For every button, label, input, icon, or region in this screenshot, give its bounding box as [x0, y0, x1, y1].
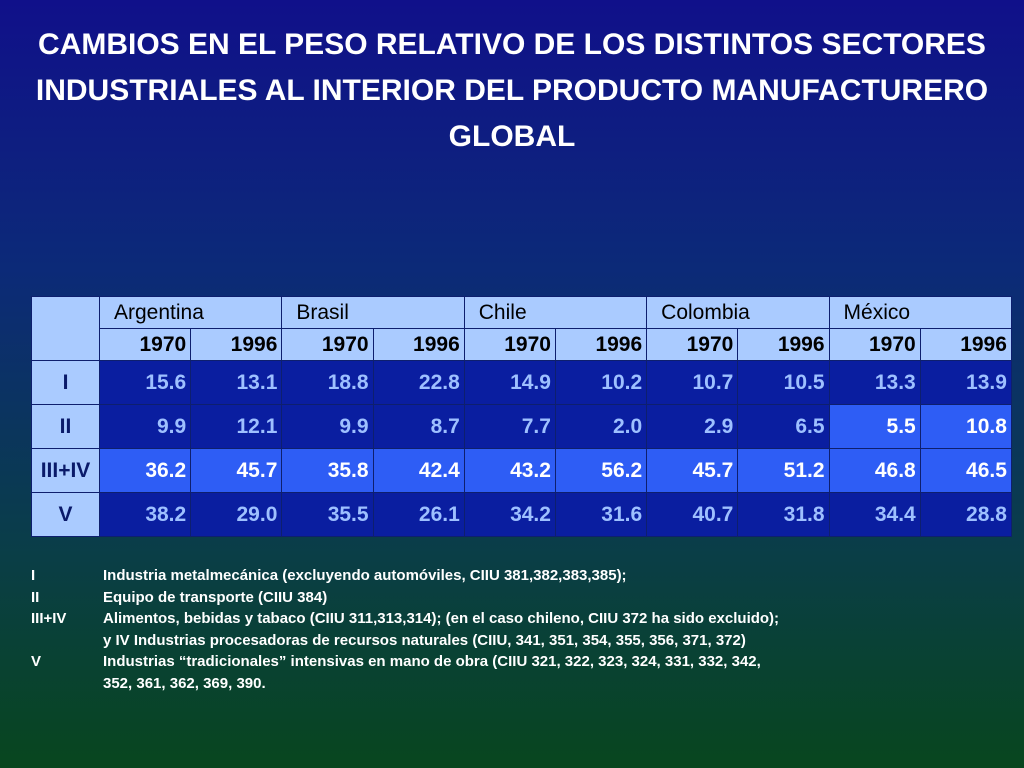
row-label: V [31, 492, 100, 537]
country-header-brasil: Brasil [281, 296, 465, 329]
footnote-line: I Industria metalmecánica (excluyendo aut… [31, 565, 991, 587]
table-cell: 35.5 [281, 492, 374, 537]
table-cell: 46.8 [828, 448, 921, 493]
table-cell: 56.2 [554, 448, 648, 493]
year-header-cell: 1996 [919, 328, 1012, 361]
footnote-code [31, 630, 103, 652]
year-header-cell: 1996 [737, 328, 830, 361]
header-corner-cell [31, 296, 100, 361]
footnote-text: 352, 361, 362, 369, 390. [103, 674, 266, 692]
year-header-cell: 1970 [98, 328, 192, 361]
year-header-cell: 1996 [554, 328, 648, 361]
table-cell: 42.4 [372, 448, 465, 493]
footnote-text: Equipo de transporte (CIIU 384) [103, 588, 328, 606]
table-cell: 2.0 [554, 404, 648, 449]
country-header-mexico: México [828, 296, 1012, 329]
table-cell: 6.5 [737, 404, 830, 449]
year-header-cell: 1970 [463, 328, 556, 361]
table-cell: 13.3 [828, 360, 921, 405]
year-header-cell: 1970 [281, 328, 374, 361]
table-cell: 46.5 [919, 448, 1012, 493]
footnote-text: y IV Industrias procesadoras de recursos… [103, 631, 746, 649]
footnote-text: Alimentos, bebidas y tabaco (CIIU 311,31… [103, 610, 780, 627]
country-header-argentina: Argentina [98, 296, 283, 329]
table-cell: 34.2 [463, 492, 556, 537]
table-cell: 31.6 [554, 492, 648, 537]
table-cell: 10.5 [737, 360, 830, 405]
table-cell: 2.9 [646, 404, 739, 449]
footnote-line: V Industrias “tradicionales” intensivas e… [31, 651, 991, 673]
footnote-code: V [31, 653, 42, 670]
footnote-text: Industria metalmecánica (excluyendo auto… [103, 567, 627, 584]
table-cell: 8.7 [372, 404, 465, 449]
table-cell: 43.2 [463, 448, 556, 493]
table-cell: 10.8 [919, 404, 1012, 449]
table-cell: 45.7 [190, 448, 283, 493]
year-header-cell: 1996 [372, 328, 465, 361]
footnote-text: Industrias “tradicionales” intensivas en… [103, 653, 761, 670]
table-row: V 38.2 29.0 35.5 26.1 34.2 31.6 40.7 31.8 34.4 28.… [31, 492, 1012, 537]
table-row: I 15.6 13.1 18.8 22.8 14.9 10.2 10.7 10.5 13.3 13.… [31, 360, 1012, 405]
table-cell: 26.1 [372, 492, 465, 537]
table-cell: 40.7 [646, 492, 739, 537]
row-label: I [31, 360, 100, 405]
table-cell: 29.0 [190, 492, 283, 537]
table-cell: 22.8 [372, 360, 465, 405]
table-cell: 15.6 [98, 360, 192, 405]
year-header-cell: 1996 [190, 328, 283, 361]
table-cell: 31.8 [737, 492, 830, 537]
table-cell: 12.1 [190, 404, 283, 449]
table-cell: 28.8 [919, 492, 1012, 537]
footnote-code: III+IV [31, 610, 67, 627]
country-header-colombia: Colombia [646, 296, 830, 329]
table-row: II 9.9 12.1 9.9 8.7 7.7 2.0 2.9 6.5 5.5 10.8 [31, 404, 1012, 449]
year-header-row: 1970 1996 1970 1996 1970 1996 1970 1996 1970 1996 [32, 328, 1012, 361]
table-cell: 9.9 [281, 404, 374, 449]
year-header-cell: 1970 [646, 328, 739, 361]
footnote-line: y IV Industrias procesadoras de recursos… [31, 630, 991, 652]
table-cell: 10.7 [646, 360, 739, 405]
table-cell: 18.8 [281, 360, 374, 405]
footnote-line: III+IV Alimentos, bebidas y tabaco (CIIU … [31, 608, 991, 630]
table-cell: 13.9 [919, 360, 1012, 405]
footnote-code [31, 673, 103, 695]
slide-title: CAMBIOS EN EL PESO RELATIVO DE LOS DISTI… [35, 28, 989, 153]
table-cell: 51.2 [737, 448, 830, 493]
year-header-cell: 1970 [828, 328, 921, 361]
footnote-code: I [31, 567, 36, 584]
country-header-row: Argentina Brasil Chile Colombia México [31, 296, 1012, 361]
sector-share-table: Argentina Brasil Chile Colombia México 1… [31, 296, 1012, 537]
table-cell: 13.1 [190, 360, 283, 405]
row-label: III+IV [31, 448, 100, 493]
table-cell: 10.2 [554, 360, 648, 405]
country-header-chile: Chile [463, 296, 648, 329]
footnote-line: 352, 361, 362, 369, 390. [31, 673, 991, 695]
table-cell: 36.2 [98, 448, 192, 493]
row-label: II [31, 404, 100, 449]
table-cell: 38.2 [98, 492, 192, 537]
table-cell: 45.7 [646, 448, 739, 493]
table-cell: 7.7 [463, 404, 556, 449]
table-body: I 15.6 13.1 18.8 22.8 14.9 10.2 10.7 10.5 13.3 13.… [31, 360, 1012, 537]
footnotes: I Industria metalmecánica (excluyendo aut… [31, 565, 991, 694]
table-cell: 9.9 [98, 404, 192, 449]
footnote-line: II Equipo de transporte (CIIU 384) [31, 587, 991, 609]
table-cell: 35.8 [281, 448, 374, 493]
footnote-code: II [31, 588, 40, 606]
table-row: III+IV 36.2 45.7 35.8 42.4 43.2 56.2 45.7 51.2 46… [31, 448, 1012, 493]
table-cell: 5.5 [828, 404, 921, 449]
table-cell: 34.4 [828, 492, 921, 537]
table-cell: 14.9 [463, 360, 556, 405]
